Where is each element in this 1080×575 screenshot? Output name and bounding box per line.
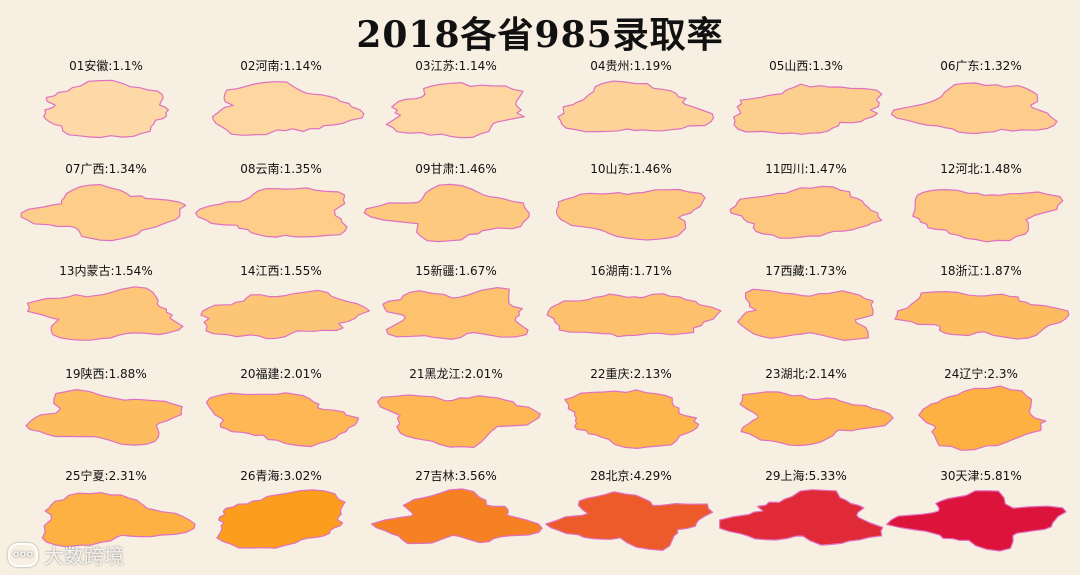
province-shape xyxy=(211,81,365,136)
province-shape xyxy=(546,293,722,338)
province-shape xyxy=(545,491,714,551)
province-shape xyxy=(719,489,884,546)
province-label: 11四川:1.47% xyxy=(765,162,846,176)
province-shape xyxy=(363,183,530,243)
province-label: 29上海:5.33% xyxy=(765,468,846,483)
province-label: 19陕西:1.88% xyxy=(65,366,146,381)
province-shape xyxy=(25,389,183,446)
province-label: 07广西:1.34% xyxy=(65,162,146,176)
province-shape xyxy=(918,385,1047,451)
province-shape xyxy=(912,189,1064,243)
province-shape xyxy=(557,80,715,133)
province-shape xyxy=(26,286,184,341)
province-label: 23湖北:2.14% xyxy=(765,366,846,381)
province-shape xyxy=(200,289,371,340)
province-label: 18浙江:1.87% xyxy=(940,264,1021,278)
province-label: 21黑龙江:2.01% xyxy=(409,367,502,381)
province-shape xyxy=(739,391,894,447)
province-shape xyxy=(737,288,874,341)
province-label: 27吉林:3.56% xyxy=(415,469,496,483)
province-shape xyxy=(890,82,1058,135)
province-label: 12河北:1.48% xyxy=(940,162,1021,176)
province-shape xyxy=(205,392,359,448)
province-shape xyxy=(41,492,196,548)
province-shape xyxy=(377,394,541,448)
province-label: 08云南:1.35% xyxy=(240,161,321,176)
province-shape xyxy=(555,188,706,241)
province-label: 15新疆:1.67% xyxy=(415,263,496,278)
province-shape xyxy=(216,489,346,549)
province-shape xyxy=(894,291,1070,340)
province-label: 01安徽:1.1% xyxy=(69,58,143,73)
province-label: 28北京:4.29% xyxy=(590,469,671,483)
province-label: 10山东:1.46% xyxy=(590,162,671,176)
province-label: 25宁夏:2.31% xyxy=(65,468,146,483)
province-shape xyxy=(382,287,529,340)
chat-bubble-icon: ooo xyxy=(8,542,38,567)
province-label: 17西藏:1.73% xyxy=(765,264,846,278)
province-shape xyxy=(195,187,348,238)
province-label: 30天津:5.81% xyxy=(940,469,1021,483)
watermark: ooo 大数跨境 xyxy=(8,540,124,569)
province-shape xyxy=(43,79,169,139)
province-label: 14江西:1.55% xyxy=(240,264,321,278)
province-label: 22重庆:2.13% xyxy=(590,367,671,381)
watermark-text: 大数跨境 xyxy=(44,544,124,568)
province-label: 13内蒙古:1.54% xyxy=(59,263,152,278)
province-shape xyxy=(729,185,883,239)
province-label: 24辽宁:2.3% xyxy=(944,366,1018,381)
province-shape xyxy=(370,488,543,545)
province-label: 03江苏:1.14% xyxy=(415,59,496,73)
province-label: 09甘肃:1.46% xyxy=(415,162,496,176)
province-shape xyxy=(564,389,700,449)
province-label: 26青海:3.02% xyxy=(240,468,321,483)
province-shape xyxy=(733,83,883,135)
province-shape xyxy=(385,82,525,139)
province-label: 20福建:2.01% xyxy=(240,366,321,381)
province-label: 06广东:1.32% xyxy=(940,59,1021,73)
province-label: 05山西:1.3% xyxy=(769,59,843,73)
province-shape xyxy=(885,490,1067,552)
province-label: 02河南:1.14% xyxy=(240,58,321,73)
province-label: 04贵州:1.19% xyxy=(590,59,671,73)
chart-title: 2018各省985录取率 xyxy=(356,14,724,56)
province-label: 16湖南:1.71% xyxy=(590,263,671,278)
province-shape xyxy=(20,184,187,242)
